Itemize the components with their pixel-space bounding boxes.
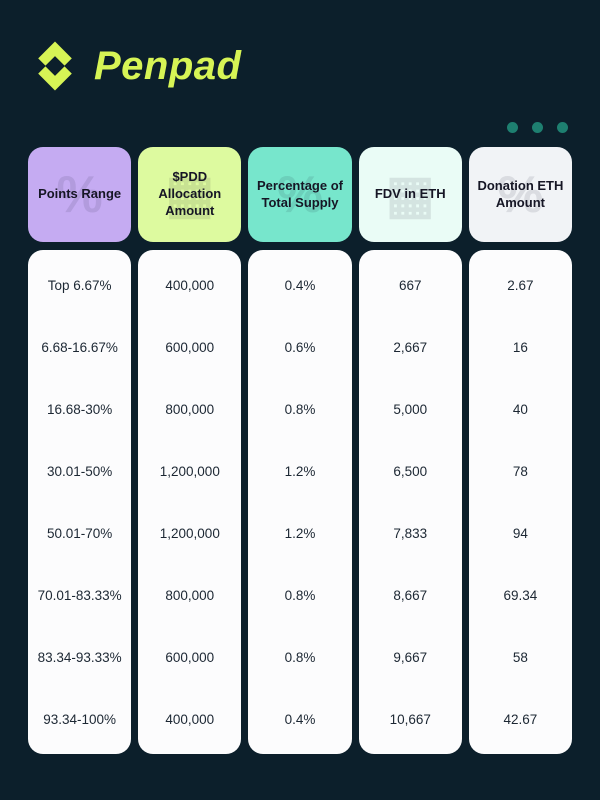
table-cell: Top 6.67%: [47, 277, 112, 293]
table-cell: 16.68-30%: [46, 401, 113, 417]
penpad-logo-icon: [38, 41, 72, 91]
table-cell: 400,000: [165, 711, 215, 727]
brand-name: Penpad: [94, 43, 242, 88]
table-cell: 667: [398, 277, 422, 293]
table-cell: 93.34-100%: [43, 711, 116, 727]
menu-dot: [532, 122, 543, 133]
column-header-fdv-in-eth: ▦ FDV in ETH: [358, 147, 462, 242]
table-cell: 0.8%: [284, 587, 316, 603]
allocation-table: % Points Range Top 6.67% 6.68-16.67% 16.68-3…: [28, 147, 573, 754]
table-cell: 0.4%: [284, 711, 316, 727]
more-menu-dots[interactable]: [507, 122, 568, 133]
table-cell: 0.8%: [284, 401, 316, 417]
table-cell: 30.01-50%: [46, 463, 113, 479]
table-cell: 16: [512, 339, 528, 355]
table-column-donation-eth-amount: % Donation ETH Amount 2.67 16 40 78 94 69.34 58 4…: [468, 147, 573, 754]
table-cell: 5,000: [393, 401, 428, 417]
column-header-label: Percentage of Total Supply: [257, 177, 343, 210]
column-body-donation-eth-amount: 2.67 16 40 78 94 69.34 58 42.67: [468, 250, 573, 754]
calculator-watermark-icon: ▦: [385, 165, 435, 224]
menu-dot: [557, 122, 568, 133]
table-cell: 6,500: [393, 463, 428, 479]
table-cell: 800,000: [165, 401, 215, 417]
table-cell: 1,200,000: [159, 463, 220, 479]
table-cell: 600,000: [165, 649, 215, 665]
table-cell: 800,000: [165, 587, 215, 603]
percent-watermark-icon: %: [497, 165, 544, 224]
table-cell: 2.67: [507, 277, 534, 293]
table-cell: 1.2%: [284, 463, 316, 479]
percent-watermark-icon: %: [276, 165, 324, 224]
table-cell: 2,667: [393, 339, 428, 355]
column-header-label: Donation ETH Amount: [477, 177, 564, 210]
column-header-label: Points Range: [38, 186, 122, 202]
dots-menu-row: [28, 122, 568, 133]
table-cell: 7,833: [393, 525, 428, 541]
calculator-watermark-icon: ▦: [165, 165, 215, 224]
column-body-points-range: Top 6.67% 6.68-16.67% 16.68-30% 30.01-50% 50…: [28, 250, 132, 754]
table-cell: 400,000: [165, 277, 215, 293]
table-cell: 78: [512, 463, 528, 479]
table-cell: 42.67: [503, 711, 538, 727]
table-cell: 40: [512, 401, 528, 417]
table-cell: 58: [512, 649, 528, 665]
table-column-points-range: % Points Range Top 6.67% 6.68-16.67% 16.68-3…: [28, 147, 132, 754]
column-header-pdd-allocation-amount: ▦ $PDD Allocation Amount: [138, 147, 242, 242]
table-cell: 1.2%: [284, 525, 316, 541]
table-column-fdv-in-eth: ▦ FDV in ETH 667 2,667 5,000 6,500 7,833 8,667 9…: [358, 147, 462, 754]
column-header-label: FDV in ETH: [374, 186, 446, 202]
table-cell: 10,667: [389, 711, 431, 727]
column-header-points-range: % Points Range: [28, 147, 132, 242]
table-cell: 0.4%: [284, 277, 316, 293]
column-header-percentage-of-total-supply: % Percentage of Total Supply: [248, 147, 352, 242]
column-header-label: $PDD Allocation Amount: [158, 169, 222, 218]
table-cell: 70.01-83.33%: [37, 587, 122, 603]
column-body-fdv-in-eth: 667 2,667 5,000 6,500 7,833 8,667 9,667 10,667: [358, 250, 462, 754]
table-cell: 1,200,000: [159, 525, 220, 541]
table-cell: 0.6%: [284, 339, 316, 355]
table-cell: 600,000: [165, 339, 215, 355]
table-cell: 6.68-16.67%: [41, 339, 118, 355]
table-cell: 50.01-70%: [46, 525, 113, 541]
menu-dot: [507, 122, 518, 133]
column-body-pdd-allocation-amount: 400,000 600,000 800,000 1,200,000 1,200,000 8…: [138, 250, 242, 754]
table-column-percentage-of-total-supply: % Percentage of Total Supply 0.4% 0.6% 0.8% 1…: [248, 147, 352, 754]
table-cell: 83.34-93.33%: [37, 649, 122, 665]
table-cell: 0.8%: [284, 649, 316, 665]
table-cell: 94: [512, 525, 528, 541]
percent-watermark-icon: %: [56, 165, 103, 224]
column-body-percentage-of-total-supply: 0.4% 0.6% 0.8% 1.2% 1.2% 0.8% 0.8% 0.4%: [248, 250, 352, 754]
column-header-donation-eth-amount: % Donation ETH Amount: [468, 147, 573, 242]
table-column-pdd-allocation-amount: ▦ $PDD Allocation Amount 400,000 600,000 800…: [138, 147, 242, 754]
table-cell: 8,667: [393, 587, 428, 603]
brand[interactable]: Penpad: [28, 34, 572, 98]
table-cell: 9,667: [393, 649, 428, 665]
table-cell: 69.34: [503, 587, 538, 603]
